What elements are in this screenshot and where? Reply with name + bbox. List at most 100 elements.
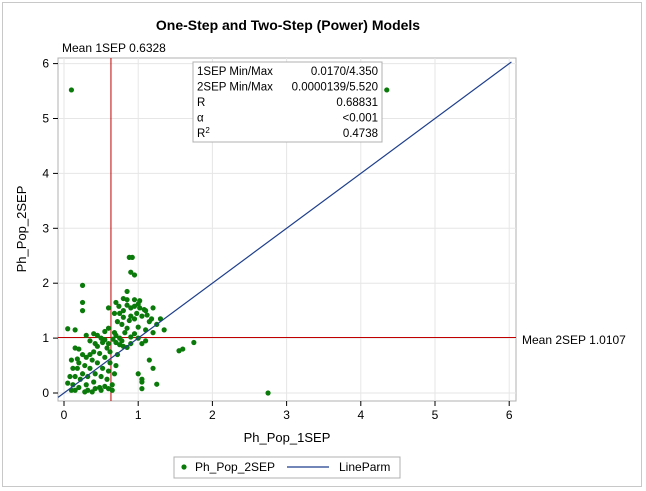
data-point [131, 331, 138, 337]
legend: Ph_Pop_2SEP LineParm [173, 456, 401, 479]
data-point [72, 373, 78, 380]
data-point [97, 350, 103, 357]
inset-row-label: R [197, 97, 205, 109]
data-point [113, 362, 119, 369]
inset-row-value: 0.0000139/5.520 [292, 82, 378, 94]
data-point [116, 303, 122, 309]
inset-row-value: 0.4738 [343, 128, 378, 140]
data-point [135, 371, 141, 377]
data-point [137, 298, 143, 304]
data-point [144, 312, 150, 318]
data-point [105, 340, 112, 347]
data-point [265, 390, 271, 396]
data-point [124, 302, 130, 308]
data-point [105, 368, 112, 374]
inset-table-box [192, 61, 383, 143]
data-point [68, 357, 75, 363]
data-point [79, 299, 86, 306]
data-point [143, 338, 149, 344]
data-point [72, 327, 78, 333]
vertical-ref-label: Mean 1SEP 0.6328 [62, 41, 166, 55]
horizontal-ref-label: Mean 2SEP 1.0107 [522, 333, 626, 347]
data-point [68, 87, 75, 93]
chart-frame [2, 2, 642, 487]
data-point [111, 371, 118, 377]
y-tick-label: 0 [42, 386, 49, 400]
data-point [99, 365, 106, 371]
data-point [124, 344, 130, 351]
data-point [72, 387, 78, 393]
data-point [131, 316, 138, 322]
lineparm-line [57, 61, 512, 398]
y-tick-label: 4 [42, 166, 49, 180]
inset-row-value: <0.001 [343, 113, 379, 125]
data-point [128, 269, 134, 275]
data-point [74, 356, 80, 362]
inset-row-label: α [197, 113, 204, 125]
data-point [109, 382, 115, 388]
data-point [74, 365, 80, 371]
data-point [65, 380, 71, 386]
x-tick-label: 2 [209, 408, 216, 422]
y-tick-label: 1 [42, 331, 49, 345]
data-point [131, 303, 138, 309]
data-point [99, 339, 106, 346]
data-point [67, 373, 73, 380]
line-parm [57, 61, 512, 398]
data-point [150, 330, 156, 336]
y-tick-label: 6 [42, 57, 49, 71]
data-point [92, 340, 98, 347]
data-point [120, 308, 126, 314]
x-tick-label: 3 [283, 408, 290, 422]
data-point [87, 365, 93, 371]
data-point [83, 382, 89, 388]
inset-table: 1SEP Min/Max 0.0170/4.350 2SEP Min/Max 0.00… [192, 61, 383, 143]
data-point [139, 379, 145, 385]
data-point [102, 354, 108, 360]
data-point [107, 349, 113, 355]
data-point [154, 381, 160, 387]
data-point [82, 362, 88, 369]
data-point [92, 386, 98, 392]
data-point [117, 310, 123, 316]
data-point [105, 325, 112, 331]
data-point [83, 354, 89, 360]
data-point [135, 324, 141, 330]
data-point [124, 297, 130, 303]
data-point [79, 282, 86, 288]
data-point [79, 371, 86, 377]
data-point [161, 327, 167, 333]
data-point [191, 339, 197, 346]
data-point [384, 87, 390, 93]
chart-title: One-Step and Two-Step (Power) Models [156, 17, 420, 33]
data-point [119, 338, 125, 344]
data-point [124, 325, 130, 331]
data-point [134, 310, 140, 316]
x-tick-label: 4 [357, 408, 364, 422]
inset-row-value: 0.0170/4.350 [311, 66, 378, 78]
data-point [109, 387, 115, 393]
data-point [122, 330, 128, 336]
data-point [87, 351, 93, 358]
data-point [82, 389, 88, 395]
data-point [114, 351, 121, 358]
data-point [83, 332, 89, 338]
data-point [111, 330, 118, 336]
data-point [128, 334, 134, 340]
inset-row-label: 1SEP Min/Max [197, 66, 273, 78]
data-point [139, 340, 145, 347]
data-point [91, 349, 97, 355]
data-point [91, 379, 97, 385]
data-point [110, 336, 116, 342]
y-tick-label: 5 [42, 112, 49, 126]
inset-row-label: 2SEP Min/Max [197, 82, 273, 94]
data-point [150, 305, 156, 311]
data-point [94, 360, 100, 366]
x-tick-label: 5 [432, 408, 439, 422]
data-point [104, 376, 110, 382]
legend-label-ph-pop-2sep: Ph_Pop_2SEP [195, 460, 275, 474]
data-point [102, 328, 108, 335]
data-point [148, 316, 155, 322]
data-point [119, 321, 125, 327]
